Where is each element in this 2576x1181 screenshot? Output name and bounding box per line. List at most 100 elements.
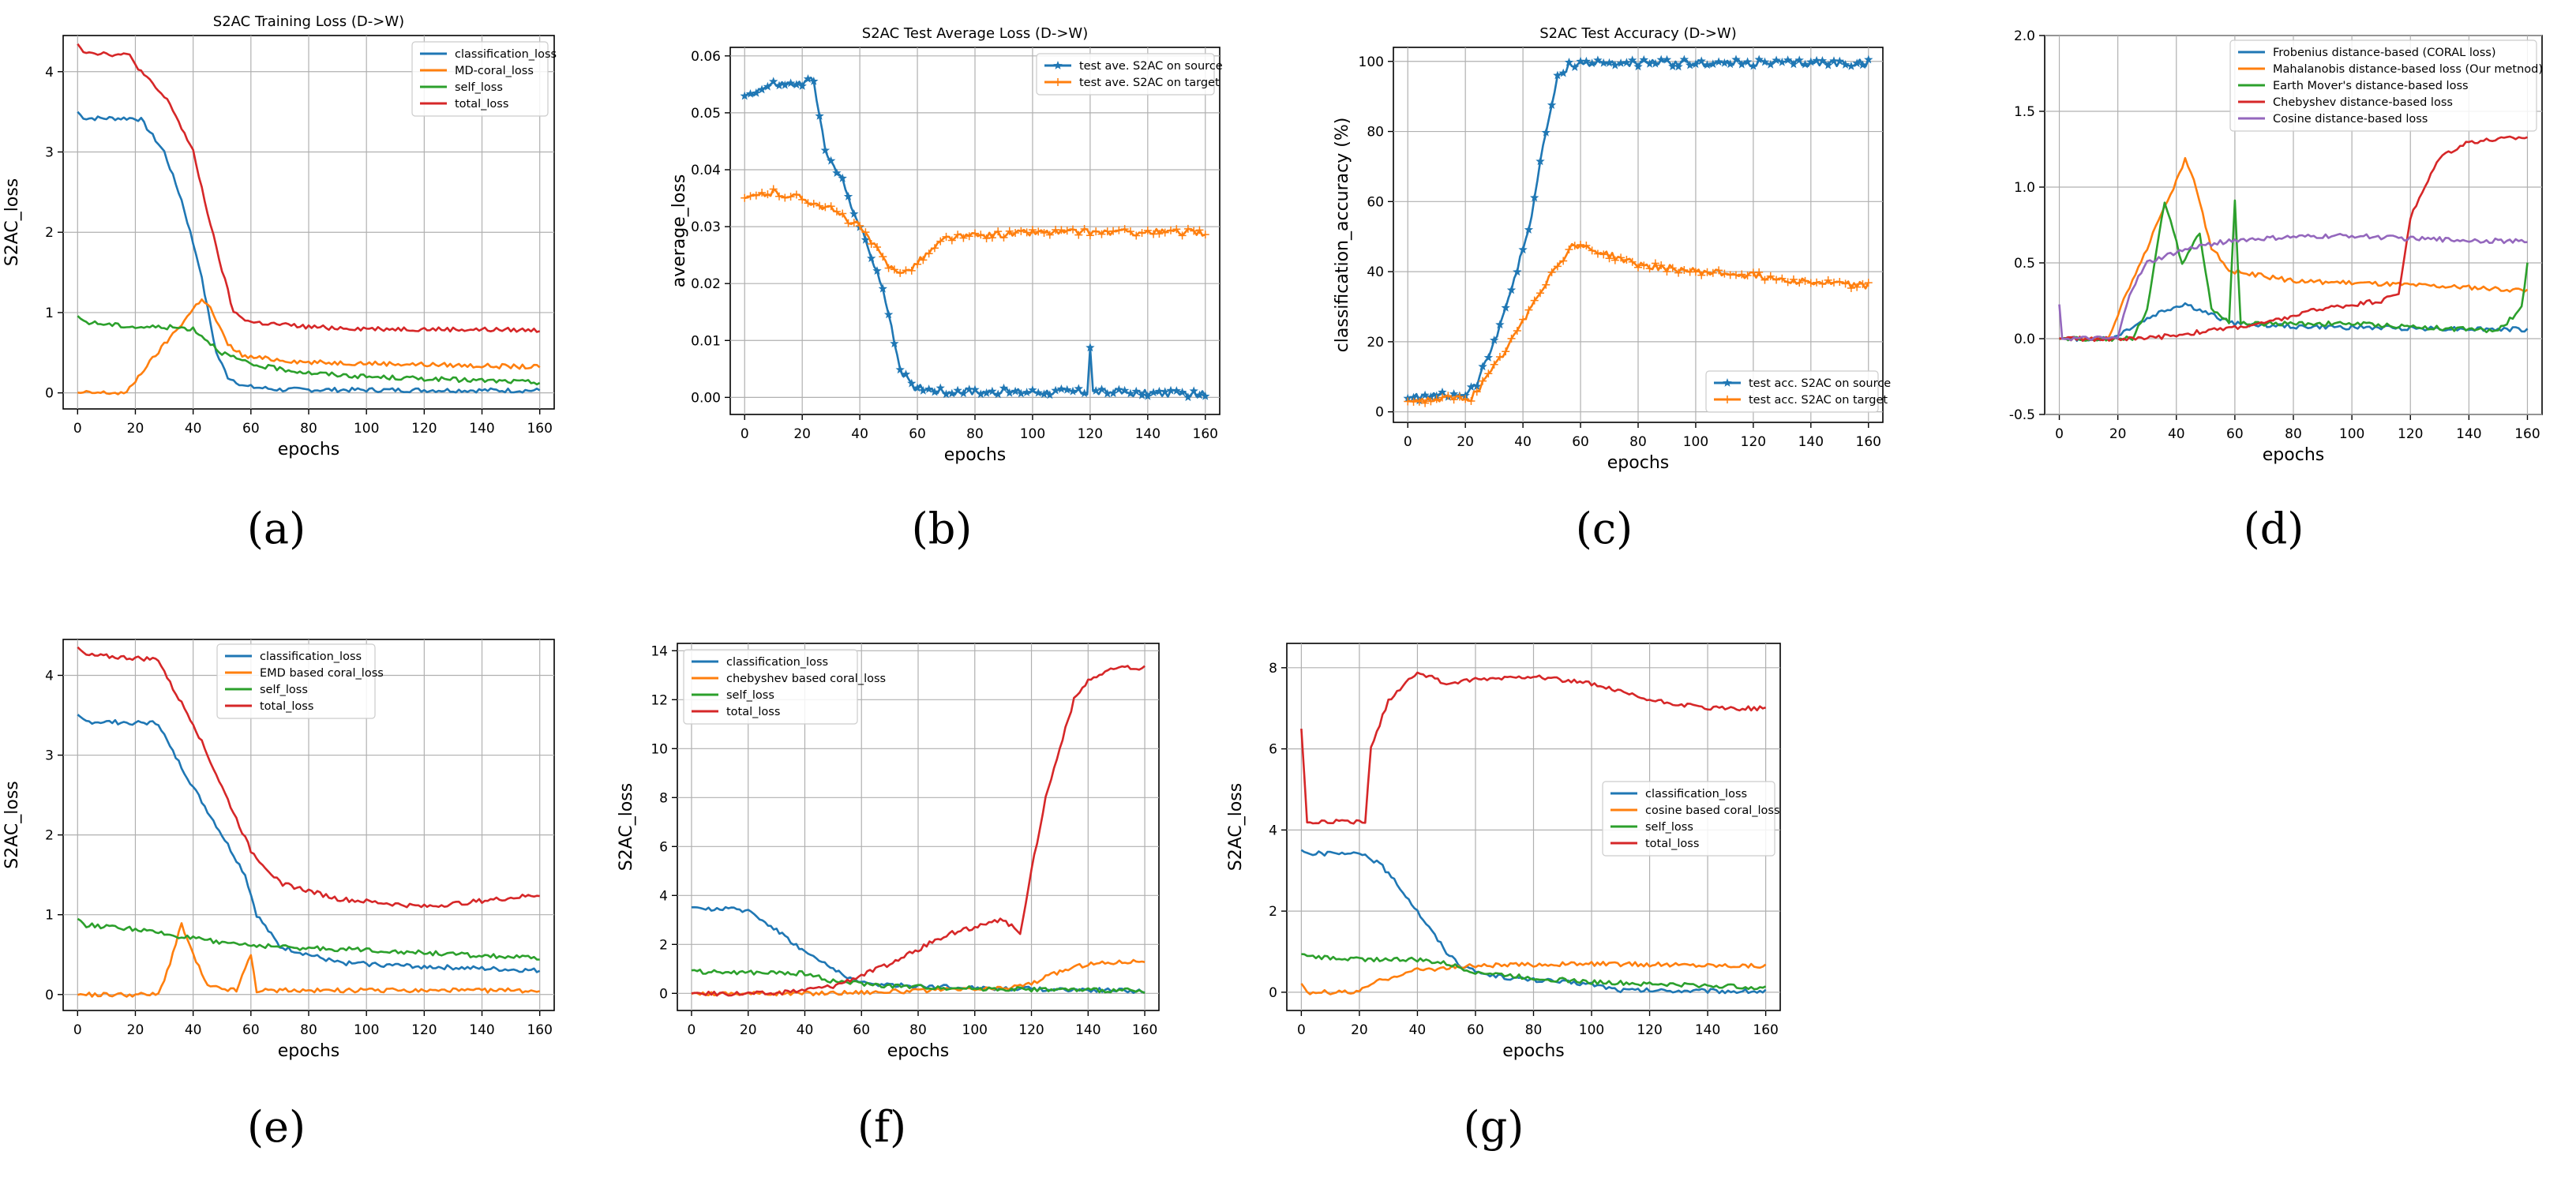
- series-point-c-1: [1420, 390, 1430, 399]
- x-tick-label-f: 120: [1018, 1022, 1044, 1038]
- x-tick-label-e: 20: [127, 1022, 144, 1038]
- series-point-c-2: [1444, 392, 1453, 400]
- series-point-b-2: [1195, 226, 1204, 234]
- y-tick-label-d: 2.0: [2014, 28, 2035, 44]
- chart-title-a: S2AC Training Loss (D->W): [213, 13, 404, 30]
- y-tick-label-d: 0.0: [2014, 332, 2035, 347]
- series-point-c-1: [1679, 54, 1689, 64]
- series-point-c-1: [1506, 285, 1517, 294]
- x-tick-label-c: 80: [1629, 434, 1647, 450]
- series-point-b-2: [936, 237, 945, 246]
- series-point-c-1: [1852, 58, 1862, 68]
- series-point-b-1: [872, 266, 882, 275]
- x-tick-label-c: 160: [1856, 434, 1881, 450]
- x-tick-label-e: 80: [300, 1022, 317, 1038]
- series-point-b-2: [1143, 226, 1152, 234]
- legend-label-a-2: MD-coral_loss: [455, 65, 534, 77]
- series-point-b-1: [1011, 386, 1020, 396]
- series-point-b-2: [781, 193, 789, 202]
- series-point-b-2: [798, 195, 807, 204]
- series-point-b-1: [861, 234, 871, 244]
- legend-label-g-1: classification_loss: [1645, 788, 1747, 800]
- series-point-c-2: [1835, 278, 1844, 287]
- series-point-b-1: [970, 384, 980, 394]
- x-tick-label-e: 140: [469, 1022, 494, 1038]
- series-point-c-1: [1639, 54, 1648, 64]
- series-point-b-1: [752, 88, 761, 97]
- y-tick-label-f: 0: [659, 986, 668, 1002]
- series-point-c-1: [1777, 57, 1787, 66]
- x-tick-label-c: 100: [1683, 434, 1708, 450]
- series-point-b-2: [746, 192, 755, 201]
- legend-c: test acc. S2AC on source test acc. S2AC o…: [1705, 370, 1891, 413]
- series-point-b-2: [1074, 231, 1083, 239]
- series-point-b-1: [1131, 386, 1141, 396]
- series-point-c-1: [1651, 58, 1660, 68]
- series-point-b-1: [878, 283, 887, 293]
- series-point-b-1: [988, 386, 997, 396]
- x-tick-label-b: 160: [1193, 426, 1218, 442]
- series-point-b-1: [1086, 343, 1095, 352]
- series-point-b-1: [1091, 386, 1101, 395]
- y-tick-label-b: 0.03: [691, 219, 721, 235]
- series-point-c-1: [1581, 56, 1592, 66]
- series-point-b-1: [1194, 390, 1205, 399]
- series-point-b-2: [1109, 227, 1118, 235]
- series-point-b-2: [959, 234, 968, 242]
- x-tick-label-c: 60: [1572, 434, 1589, 450]
- series-line-d-1: [2059, 302, 2529, 342]
- series-point-b-1: [1177, 388, 1187, 396]
- series-point-c-1: [1408, 392, 1419, 402]
- legend-label-f-2: chebyshev based coral_loss: [726, 673, 886, 685]
- x-tick-label-e: 160: [527, 1022, 552, 1038]
- series-point-b-1: [976, 389, 985, 399]
- legend-label-e-1: classification_loss: [260, 650, 362, 663]
- series-point-c-1: [1449, 389, 1459, 398]
- series-point-c-2: [1663, 268, 1671, 276]
- series-point-b-2: [741, 193, 749, 202]
- panel-c-chart: 0 20 40 60 80 100 120 140 160 0 20 40 60 80 100 test ac…: [1333, 25, 1891, 473]
- series-point-b-1: [1068, 386, 1078, 396]
- legend-label-f-1: classification_loss: [726, 656, 828, 669]
- series-point-c-1: [1685, 60, 1695, 69]
- series-point-b-1: [1045, 390, 1055, 399]
- series-point-c-1: [1438, 387, 1447, 396]
- series-point-b-2: [1097, 230, 1106, 238]
- series-point-b-1: [1166, 385, 1176, 395]
- y-tick-label-d: 0.5: [2014, 256, 2035, 272]
- series-point-c-2: [1519, 315, 1528, 324]
- x-tick-label-e: 120: [411, 1022, 437, 1038]
- series-point-b-2: [758, 189, 767, 197]
- series-point-b-1: [895, 365, 905, 374]
- series-point-b-1: [958, 388, 969, 398]
- series-point-c-2: [1449, 396, 1458, 404]
- x-tick-label-a: 160: [527, 421, 552, 437]
- series-point-b-1: [809, 77, 819, 85]
- y-tick-label-a: 4: [45, 65, 54, 81]
- series-point-c-2: [1455, 392, 1464, 401]
- series-point-b-2: [884, 264, 893, 272]
- series-point-b-1: [1063, 384, 1072, 394]
- legend-label-d-5: Cosine distance-based loss: [2273, 113, 2428, 126]
- y-tick-label-e: 0: [45, 988, 54, 1003]
- series-point-c-1: [1719, 58, 1730, 67]
- series-point-c-1: [1610, 60, 1620, 69]
- x-tick-label-f: 100: [962, 1022, 988, 1038]
- series-point-b-2: [804, 199, 812, 208]
- panel-d-chart: 0 20 40 60 80 100 120 140 160 -0.5 0.0 0.5 1.0 1.5 2.0…: [2009, 28, 2543, 465]
- legend-label-d-4: Chebyshev distance-based loss: [2273, 96, 2453, 109]
- x-axis-label-c: epochs: [1607, 453, 1669, 473]
- series-point-b-2: [1011, 229, 1020, 238]
- series-line-e-2: [77, 922, 541, 998]
- series-point-c-2: [1715, 266, 1723, 275]
- x-tick-label-a: 100: [354, 421, 379, 437]
- series-point-c-2: [1818, 279, 1827, 288]
- series-point-b-1: [1114, 384, 1124, 394]
- series-point-c-2: [1651, 259, 1659, 268]
- series-point-b-2: [1057, 226, 1066, 234]
- series-point-c-2: [1755, 268, 1764, 276]
- series-point-b-2: [896, 268, 905, 277]
- panel-g-chart: 0 20 40 60 80 100 120 140 160 0 2 4 6 8 classification…: [1226, 643, 1781, 1061]
- series-point-b-2: [971, 229, 979, 238]
- x-tick-label-e: 60: [242, 1022, 260, 1038]
